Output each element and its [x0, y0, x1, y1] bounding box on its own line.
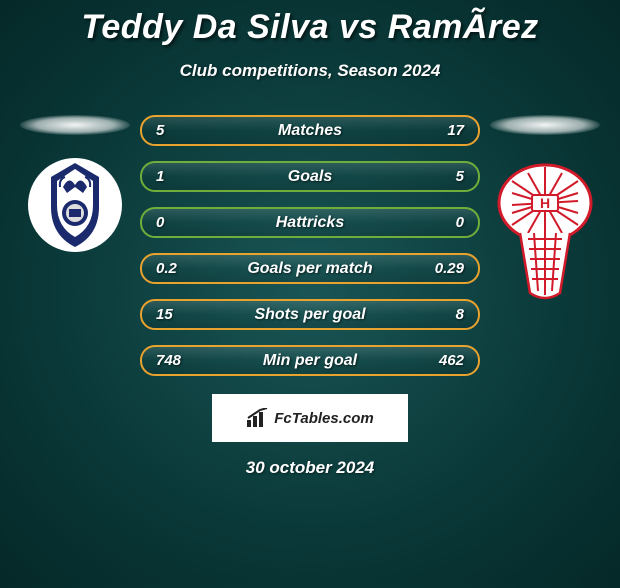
brand-footer: FcTables.com	[212, 394, 408, 442]
gimnasia-logo-icon	[27, 157, 123, 253]
svg-text:H: H	[540, 195, 550, 211]
date-text: 30 october 2024	[0, 458, 620, 478]
page-subtitle: Club competitions, Season 2024	[0, 61, 620, 81]
stat-bar: 1Goals5	[140, 161, 480, 192]
stat-bar: 15Shots per goal8	[140, 299, 480, 330]
player-shadow-left	[20, 115, 130, 135]
left-team-logo	[27, 157, 123, 253]
comparison-panel: 5Matches17 1Goals5 0Hattricks0 0.2Goals per…	[0, 115, 620, 376]
right-team-logo: H	[490, 163, 600, 303]
brand-text: FcTables.com	[274, 410, 373, 427]
stat-bar: 0Hattricks0	[140, 207, 480, 238]
stat-bars: 5Matches17 1Goals5 0Hattricks0 0.2Goals per…	[140, 115, 480, 376]
stat-label: Goals per match	[142, 260, 478, 278]
stat-bar: 748Min per goal462	[140, 345, 480, 376]
stat-label: Min per goal	[142, 352, 478, 370]
stat-label: Goals	[142, 168, 478, 186]
page-title: Teddy Da Silva vs RamÃ­rez	[0, 8, 620, 47]
left-side-column	[20, 115, 130, 253]
player-shadow-right	[490, 115, 600, 135]
stat-bar: 5Matches17	[140, 115, 480, 146]
stat-bar: 0.2Goals per match0.29	[140, 253, 480, 284]
right-side-column: H	[490, 115, 600, 303]
stat-label: Shots per goal	[142, 306, 478, 324]
stat-label: Matches	[142, 122, 478, 140]
huracan-logo-icon: H	[490, 163, 600, 303]
stat-label: Hattricks	[142, 214, 478, 232]
chart-icon	[246, 408, 270, 428]
